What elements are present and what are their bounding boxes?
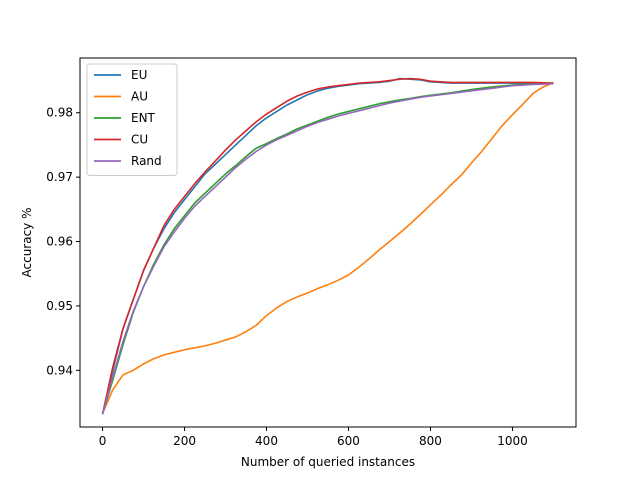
plot-frame xyxy=(79,57,577,428)
series-line-cu xyxy=(101,77,554,415)
series-line-au xyxy=(101,81,554,414)
legend-label: AU xyxy=(131,90,148,104)
x-tick-label: 600 xyxy=(337,434,360,448)
y-tick-label: 0.94 xyxy=(46,363,73,377)
y-tick-label: 0.98 xyxy=(46,106,73,120)
y-tick-label: 0.96 xyxy=(46,235,73,249)
x-axis-label: Number of queried instances xyxy=(241,455,415,469)
legend-box xyxy=(86,63,178,176)
x-tick-label: 200 xyxy=(173,434,196,448)
x-tick-label: 400 xyxy=(255,434,278,448)
x-tick-label: 0 xyxy=(99,434,107,448)
legend-label: ENT xyxy=(131,111,156,125)
y-axis-ticks: 0.94 0.95 0.96 0.97 0.98 xyxy=(46,106,80,377)
plot-lines xyxy=(101,77,554,415)
y-tick-label: 0.95 xyxy=(46,299,73,313)
y-tick-label: 0.97 xyxy=(46,170,73,184)
legend-label: EU xyxy=(131,68,147,82)
legend: EU AU ENT CU Rand xyxy=(86,63,178,176)
legend-label: CU xyxy=(131,133,148,147)
y-axis-label: Accuracy % xyxy=(20,207,34,277)
series-line-rand xyxy=(101,82,554,415)
x-tick-label: 1000 xyxy=(497,434,528,448)
x-axis-ticks: 0 200 400 600 800 1000 xyxy=(99,427,528,448)
legend-label: Rand xyxy=(131,154,162,168)
x-tick-label: 800 xyxy=(419,434,442,448)
